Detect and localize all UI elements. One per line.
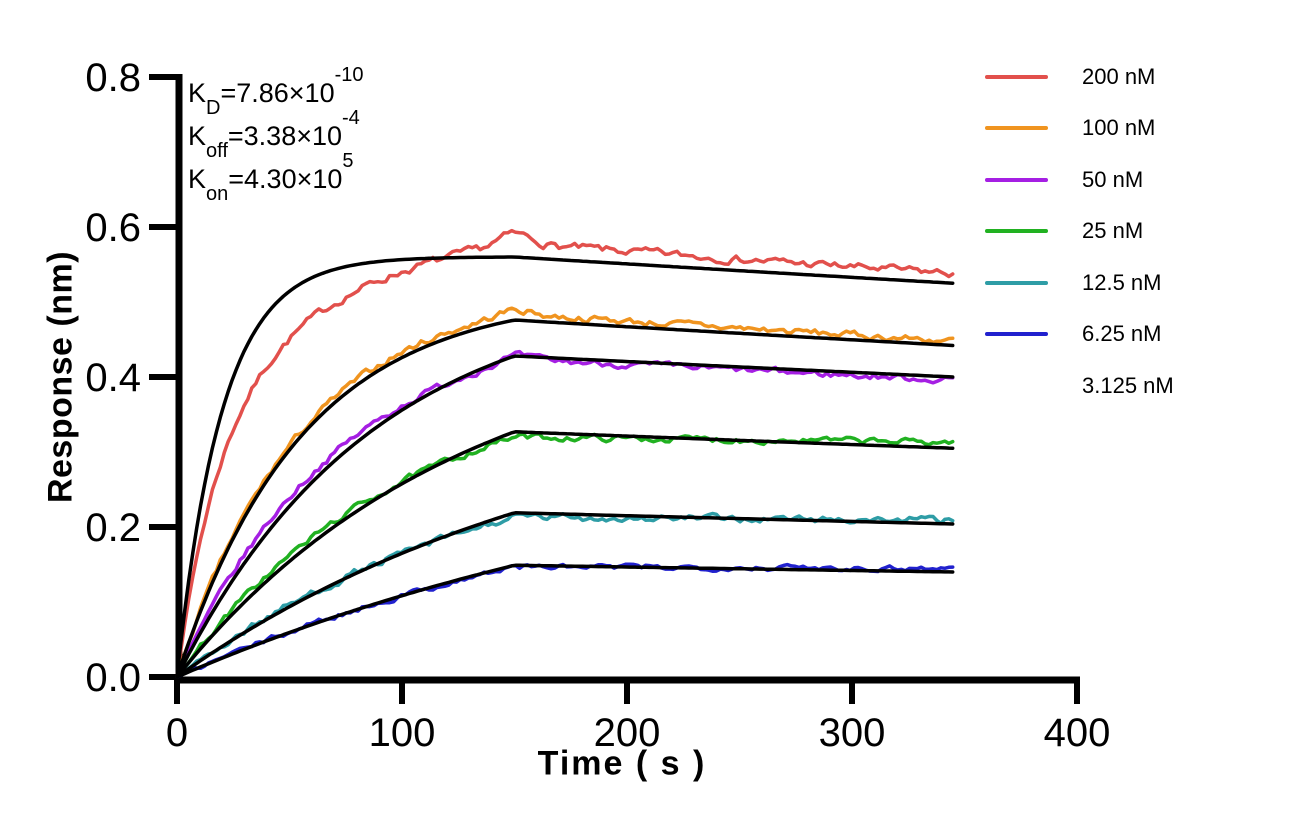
legend-label: 25 nM: [1082, 218, 1144, 244]
y-tick-label: 0.6: [85, 206, 141, 250]
legend-item: 12.5 nM: [985, 257, 1174, 309]
legend-label: 100 nM: [1082, 115, 1156, 141]
x-axis-title: Time ( s ): [537, 744, 707, 783]
kd-line: KD=7.86×10-10: [188, 64, 364, 120]
legend-item: 6.25 nM: [985, 309, 1174, 361]
legend-line-swatch: [985, 74, 1048, 79]
legend-item: 3.125 nM: [985, 360, 1174, 412]
fit-6.25-nM: [175, 563, 955, 679]
fit-50-nM: [175, 354, 955, 679]
legend-item: 200 nM: [985, 51, 1174, 103]
legend-label: 12.5 nM: [1082, 269, 1162, 295]
legend-line-swatch: [985, 229, 1048, 234]
y-tick-label: 0.0: [85, 656, 141, 700]
x-tick-label: 400: [1044, 711, 1111, 755]
legend-label: 200 nM: [1082, 63, 1156, 89]
fit-25-nM: [175, 430, 955, 679]
fit-12.5-nM: [175, 511, 955, 679]
legend: 200 nM 100 nM 50 nM 25 nM 12.5 nM 6.25 n…: [985, 51, 1174, 412]
legend-line-swatch: [985, 177, 1048, 182]
legend-label: 3.125 nM: [1082, 372, 1174, 398]
trace-200-nM: [175, 228, 955, 679]
legend-item: 50 nM: [985, 154, 1174, 206]
legend-line-swatch: [985, 332, 1048, 337]
y-axis-title: Response (nm): [41, 250, 80, 504]
trace-25-nM: [175, 432, 955, 679]
koff-line: Koff=3.38×10-4: [188, 107, 360, 163]
fit-200-nM: [175, 255, 955, 679]
trace-12.5-nM: [175, 511, 955, 679]
trace-50-nM: [175, 349, 955, 679]
legend-line-swatch: [985, 280, 1048, 285]
legend-label: 6.25 nM: [1082, 321, 1162, 347]
trace-6.25-nM: [175, 562, 955, 679]
y-tick-label: 0.4: [85, 356, 141, 400]
y-tick-label: 0.8: [85, 56, 141, 100]
x-tick-label: 0: [166, 711, 188, 755]
x-tick-label: 200: [594, 711, 661, 755]
x-tick-label: 100: [369, 711, 436, 755]
y-tick-label: 0.2: [85, 506, 141, 550]
legend-line-swatch: [985, 126, 1048, 131]
kon-line: Kon=4.30×105: [188, 150, 354, 206]
legend-label: 50 nM: [1082, 166, 1144, 192]
fit-100-nM: [175, 318, 955, 679]
kinetics-annotation: KD=7.86×10-10 Koff=3.38×10-4 Kon=4.30×10…: [188, 64, 364, 206]
x-tick-label: 300: [819, 711, 886, 755]
legend-item: 100 nM: [985, 103, 1174, 155]
trace-100-nM: [175, 306, 955, 679]
legend-item: 25 nM: [985, 206, 1174, 258]
